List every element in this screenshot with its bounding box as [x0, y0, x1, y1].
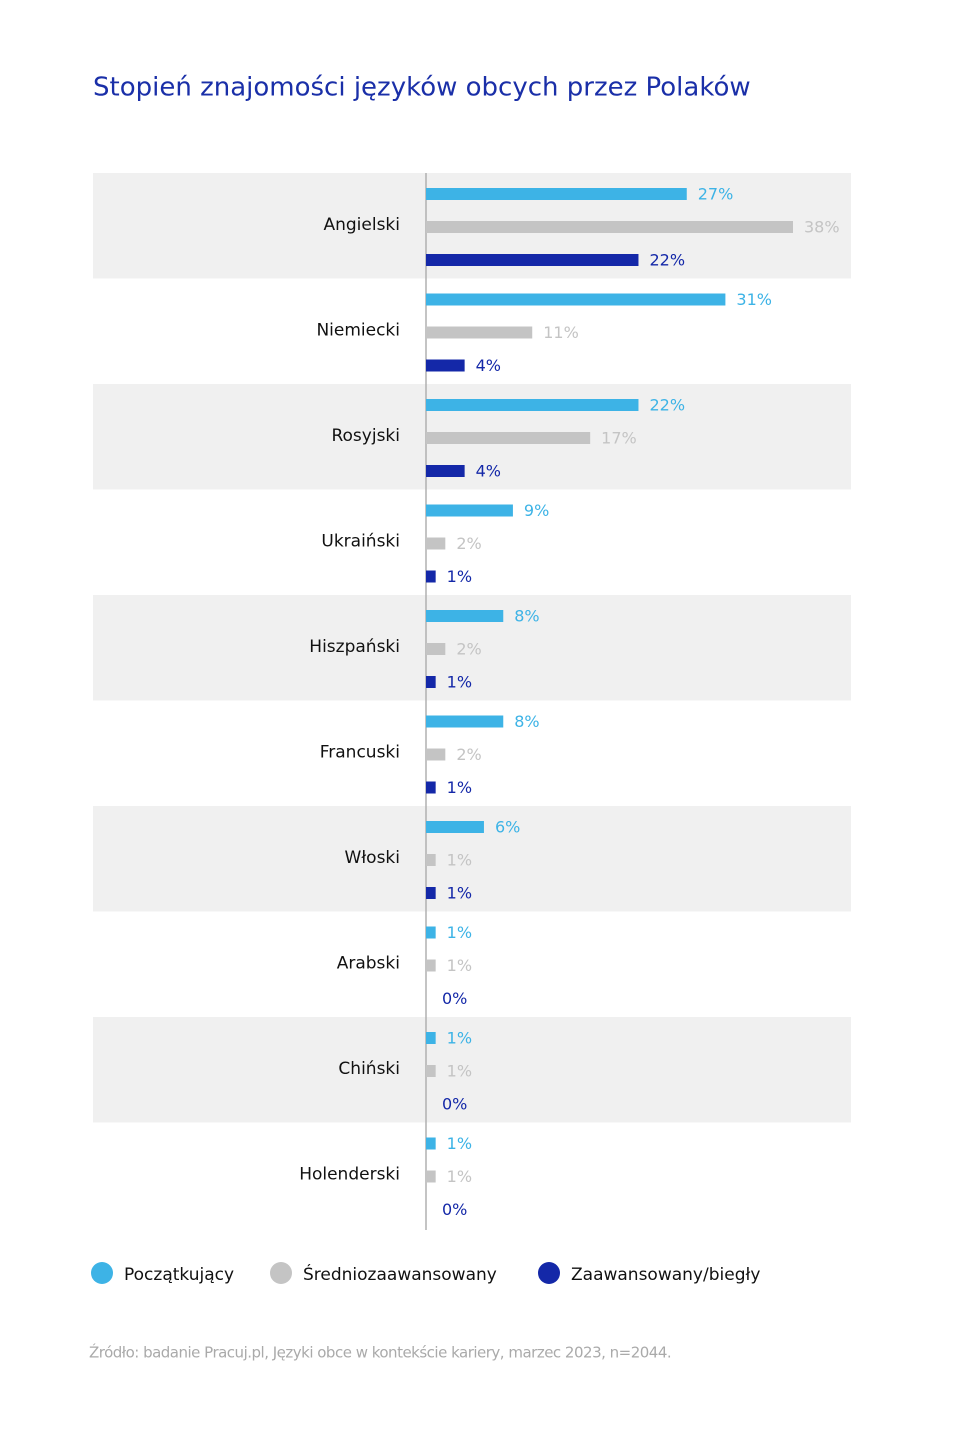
legend-marker [91, 1262, 113, 1284]
legend-marker [270, 1262, 292, 1284]
bar [426, 926, 436, 939]
value-label: 2% [456, 640, 481, 659]
category-label: Chiński [338, 1059, 400, 1079]
chart-title: Stopień znajomości języków obcych przez … [93, 73, 751, 103]
value-label: 6% [495, 818, 520, 837]
bar [426, 465, 465, 477]
bar [426, 1170, 436, 1183]
bar [426, 1065, 436, 1077]
row-background [93, 1017, 851, 1123]
bar [426, 293, 726, 306]
value-label: 0% [442, 989, 467, 1008]
value-label: 4% [476, 462, 501, 481]
bar [426, 188, 687, 200]
value-label: 1% [447, 1062, 472, 1081]
bar [426, 1032, 436, 1044]
legend-label: Średniozaawansowany [303, 1263, 497, 1285]
category-label: Hiszpański [309, 637, 400, 657]
bar [426, 643, 446, 655]
bar [426, 570, 436, 583]
category-label: Arabski [337, 954, 400, 974]
bar [426, 781, 436, 794]
value-label: 38% [804, 218, 840, 237]
legend-marker [538, 1262, 560, 1284]
category-label: Holenderski [299, 1165, 400, 1185]
bar [426, 432, 591, 444]
bar [426, 359, 465, 372]
legend-label: Początkujący [124, 1265, 234, 1285]
value-label: 4% [476, 356, 501, 375]
bar [426, 254, 639, 266]
value-label: 1% [447, 1167, 472, 1186]
category-label: Niemiecki [316, 321, 400, 341]
category-label: Angielski [323, 215, 400, 235]
value-label: 17% [601, 429, 637, 448]
legend-label: Zaawansowany/biegły [571, 1265, 760, 1285]
value-label: 1% [447, 673, 472, 692]
value-label: 22% [649, 396, 685, 415]
value-label: 1% [447, 567, 472, 586]
bar [426, 748, 446, 761]
bar [426, 326, 533, 339]
category-label: Francuski [320, 743, 400, 763]
value-label: 27% [698, 185, 734, 204]
bar [426, 959, 436, 972]
value-label: 0% [442, 1095, 467, 1114]
bar [426, 676, 436, 688]
value-label: 31% [736, 290, 772, 309]
value-label: 8% [514, 712, 539, 731]
source-note: Źródło: badanie Pracuj.pl, Języki obce w… [89, 1343, 671, 1362]
value-label: 1% [447, 1029, 472, 1048]
category-label: Rosyjski [331, 426, 400, 446]
bar [426, 854, 436, 866]
bar [426, 610, 504, 622]
value-label: 8% [514, 607, 539, 626]
value-label: 2% [456, 745, 481, 764]
bar [426, 715, 504, 728]
value-label: 1% [447, 884, 472, 903]
value-label: 1% [447, 851, 472, 870]
value-label: 0% [442, 1200, 467, 1219]
bar [426, 1137, 436, 1150]
category-label: Włoski [345, 848, 400, 868]
value-label: 1% [447, 923, 472, 942]
value-label: 11% [543, 323, 579, 342]
bar [426, 504, 513, 517]
category-label: Ukraiński [321, 532, 400, 552]
bar [426, 821, 484, 833]
value-label: 1% [447, 1134, 472, 1153]
value-label: 1% [447, 956, 472, 975]
bar [426, 221, 793, 233]
bar [426, 537, 446, 550]
value-label: 1% [447, 778, 472, 797]
value-label: 2% [456, 534, 481, 553]
bar [426, 887, 436, 899]
value-label: 9% [524, 501, 549, 520]
bar [426, 399, 639, 411]
value-label: 22% [649, 251, 685, 270]
